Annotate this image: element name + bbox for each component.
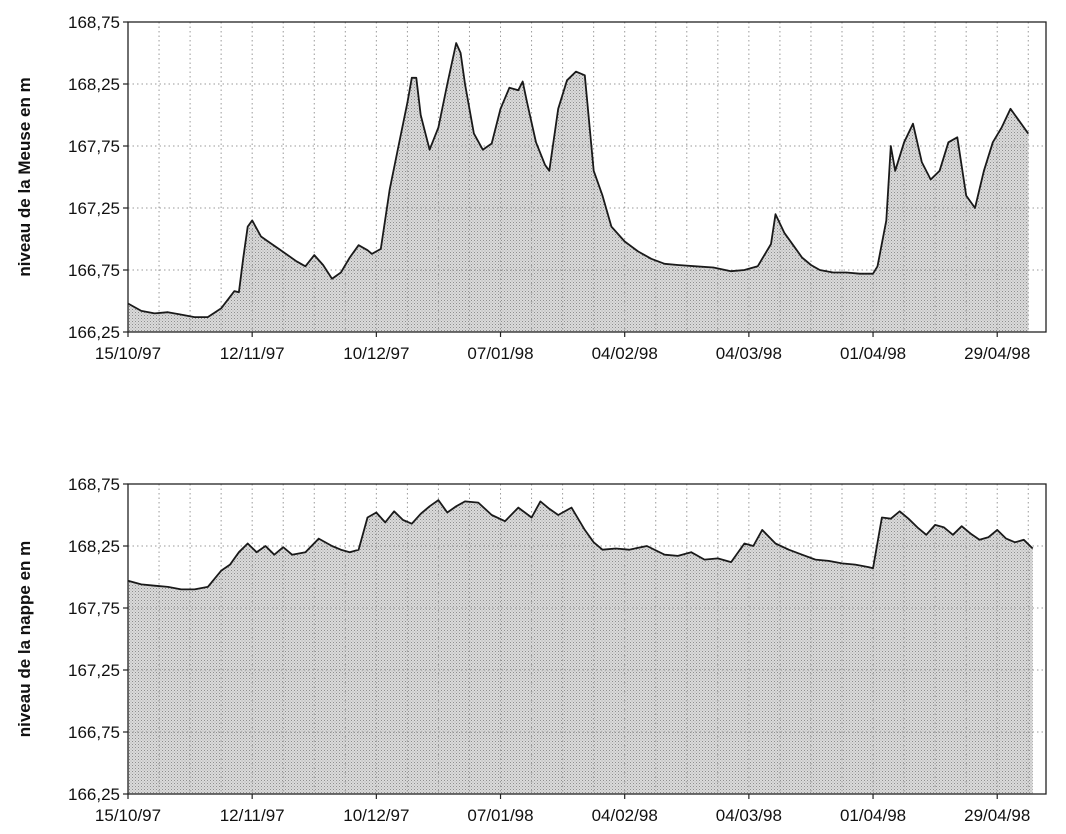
y-axis-label: niveau de la nappe en m bbox=[15, 541, 34, 738]
y-tick-label: 167,75 bbox=[68, 137, 120, 156]
meuse-level-chart: 166,25 166,75 167,25 167,75 168,25 168,75 15/1… bbox=[15, 13, 1047, 363]
y-tick-label: 167,25 bbox=[68, 199, 120, 218]
y-axis-label: niveau de la Meuse en m bbox=[15, 77, 34, 276]
y-tick-label: 168,75 bbox=[68, 475, 120, 494]
y-tick-label: 167,75 bbox=[68, 599, 120, 618]
x-tick-label: 04/03/98 bbox=[716, 344, 782, 363]
plot-frame bbox=[127, 483, 1047, 795]
x-tick-label: 10/12/97 bbox=[343, 806, 409, 825]
y-tick-label: 167,25 bbox=[68, 661, 120, 680]
y-tick-label: 166,75 bbox=[68, 261, 120, 280]
y-tick-label: 168,25 bbox=[68, 75, 120, 94]
x-tick-label: 15/10/97 bbox=[95, 806, 161, 825]
series-area bbox=[128, 43, 1029, 332]
x-tick-label: 04/03/98 bbox=[716, 806, 782, 825]
x-tick-label: 04/02/98 bbox=[592, 806, 658, 825]
x-tick-label: 10/12/97 bbox=[343, 344, 409, 363]
x-tick-label: 29/04/98 bbox=[964, 806, 1030, 825]
x-tick-label: 01/04/98 bbox=[840, 344, 906, 363]
x-tick-label: 15/10/97 bbox=[95, 344, 161, 363]
x-tick-label: 01/04/98 bbox=[840, 806, 906, 825]
y-tick-label: 166,25 bbox=[68, 785, 120, 804]
x-tick-label: 12/11/97 bbox=[220, 806, 285, 825]
x-tick-label: 12/11/97 bbox=[220, 344, 285, 363]
x-tick-label: 04/02/98 bbox=[592, 344, 658, 363]
series-line bbox=[127, 499, 1034, 591]
x-tick-label: 07/01/98 bbox=[467, 344, 533, 363]
y-tick-label: 166,25 bbox=[68, 323, 120, 342]
series-area bbox=[128, 500, 1033, 794]
plot-frame bbox=[127, 21, 1047, 333]
y-tick-label: 168,25 bbox=[68, 537, 120, 556]
y-tick-label: 166,75 bbox=[68, 723, 120, 742]
x-tick-label: 29/04/98 bbox=[964, 344, 1030, 363]
nappe-level-chart: 166,25 166,75 167,25 167,75 168,25 168,75 15/1… bbox=[15, 475, 1047, 825]
y-tick-label: 168,75 bbox=[68, 13, 120, 32]
x-tick-label: 07/01/98 bbox=[467, 806, 533, 825]
series-line bbox=[127, 42, 1030, 319]
